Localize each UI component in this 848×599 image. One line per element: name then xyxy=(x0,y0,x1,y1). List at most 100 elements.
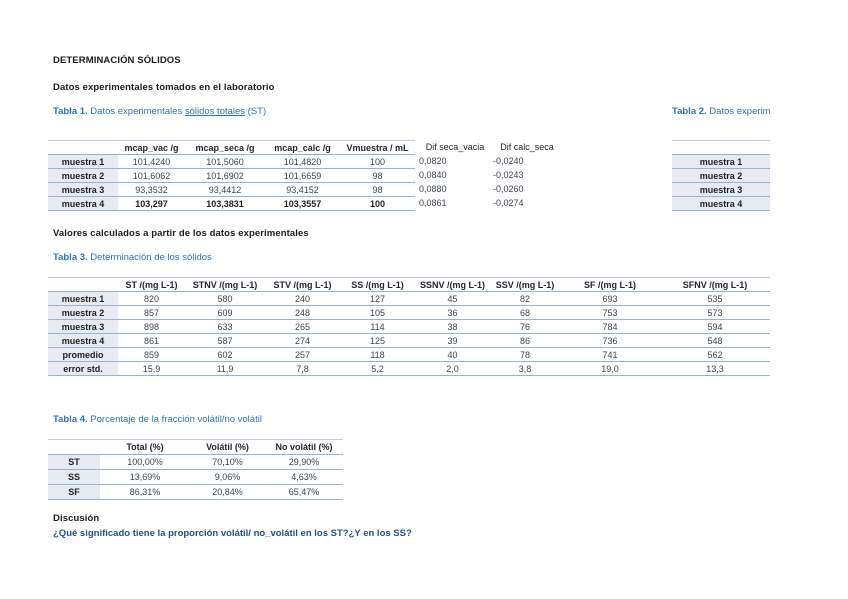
value-cell: 0,0840 xyxy=(419,170,447,180)
value-cell: 820 xyxy=(118,291,185,306)
table1-caption-suffix: (ST) xyxy=(245,106,267,117)
header-row: Dif seca_vacia Dif calc_seca xyxy=(418,140,562,154)
value-cell: 573 xyxy=(660,305,770,320)
table-row: muestra 3 93,3532 93,4412 93,4152 98 xyxy=(48,182,415,197)
table1-caption: Tabla 1. Datos experimentales sólidos to… xyxy=(53,106,266,117)
row-label-cell: muestra 3 xyxy=(672,182,770,197)
table-row: muestra 1 xyxy=(672,154,770,169)
row-label-cell: muestra 1 xyxy=(48,291,118,306)
table-row: muestra 2 857 609 248 105 36 68 753 573 xyxy=(48,305,770,320)
value-cell: 93,4412 xyxy=(185,182,265,197)
value-cell: 36 xyxy=(415,305,490,320)
row-label-cell: muestra 1 xyxy=(48,154,118,169)
column-header: SFNV /(mg L-1) xyxy=(660,277,770,292)
table3-caption: Tabla 3. Determinación de los sólidos xyxy=(53,252,212,263)
corner-cell xyxy=(48,439,100,455)
value-cell: 101,4820 xyxy=(265,154,340,169)
table-row: SS 13,69% 9,06% 4,63% xyxy=(48,469,343,485)
value-cell: 127 xyxy=(340,291,415,306)
value-cell: 98 xyxy=(340,182,415,197)
table1-caption-underlined: sólidos totales xyxy=(184,106,246,117)
row-label-cell: muestra 2 xyxy=(48,168,118,183)
value-cell: 548 xyxy=(660,333,770,348)
corner-cell xyxy=(672,140,770,155)
value-cell: 105 xyxy=(340,305,415,320)
row-label-cell: promedio xyxy=(48,347,118,362)
header-row: mcap_vac /g mcap_seca /g mcap_calc /g Vmues… xyxy=(48,140,415,155)
value-cell: 3,8 xyxy=(490,361,560,376)
value-cell: 257 xyxy=(265,347,340,362)
table-row: promedio 859 602 257 118 40 78 741 562 xyxy=(48,347,770,362)
table2-caption-text: Datos experim xyxy=(706,106,771,117)
value-cell: 101,6659 xyxy=(265,168,340,183)
value-cell: 39 xyxy=(415,333,490,348)
value-cell: 609 xyxy=(185,305,265,320)
value-cell: 78 xyxy=(490,347,560,362)
value-cell: 562 xyxy=(660,347,770,362)
value-cell: 86,31% xyxy=(100,484,190,500)
discussion-question: ¿Qué significado tiene la proporción vol… xyxy=(53,528,412,539)
value-cell: 753 xyxy=(560,305,660,320)
column-header: STV /(mg L-1) xyxy=(265,277,340,292)
row-label-cell: muestra 4 xyxy=(672,196,770,211)
value-cell: 93,4152 xyxy=(265,182,340,197)
row-label-cell: ST xyxy=(48,454,100,470)
value-cell: 82 xyxy=(490,291,560,306)
table-row: 0,0840 -0,0243 xyxy=(418,168,562,182)
value-cell: -0,0260 xyxy=(493,184,524,194)
value-cell: 857 xyxy=(118,305,185,320)
column-header: SF /(mg L-1) xyxy=(560,277,660,292)
doc-title: DETERMINACIÓN SÓLIDOS xyxy=(53,55,181,66)
value-cell: 11,9 xyxy=(185,361,265,376)
table-row: 0,0820 -0,0240 xyxy=(418,154,562,168)
value-cell: 5,2 xyxy=(340,361,415,376)
value-cell: 101,6062 xyxy=(118,168,185,183)
value-cell: 898 xyxy=(118,319,185,334)
value-cell: 86 xyxy=(490,333,560,348)
table-row: ST 100,00% 70,10% 29,90% xyxy=(48,454,343,470)
table-row: muestra 3 898 633 265 114 38 76 784 594 xyxy=(48,319,770,334)
header-row: Total (%) Volátil (%) No volátil (%) xyxy=(48,439,343,455)
column-header: mcap_vac /g xyxy=(118,140,185,155)
value-cell: 100 xyxy=(340,154,415,169)
table-row: SF 86,31% 20,84% 65,47% xyxy=(48,484,343,500)
row-label-cell: SF xyxy=(48,484,100,500)
table4-porcentajes: Total (%) Volátil (%) No volátil (%) ST 100,… xyxy=(48,439,343,500)
value-cell: 13,69% xyxy=(100,469,190,485)
value-cell: 7,8 xyxy=(265,361,340,376)
value-cell: 9,06% xyxy=(190,469,265,485)
value-cell: 274 xyxy=(265,333,340,348)
table2-caption-label: Tabla 2. xyxy=(672,106,707,117)
value-cell: 38 xyxy=(415,319,490,334)
table-row: muestra 4 103,297 103,3831 103,3557 100 xyxy=(48,196,415,211)
row-label-cell: muestra 4 xyxy=(48,333,118,348)
value-cell: 103,3831 xyxy=(185,196,265,211)
table2-caption: Tabla 2. Datos experim xyxy=(672,106,771,117)
value-cell: 118 xyxy=(340,347,415,362)
column-header: SS /(mg L-1) xyxy=(340,277,415,292)
table1-solidos-totales: mcap_vac /g mcap_seca /g mcap_calc /g Vmues… xyxy=(48,140,415,211)
value-cell: 101,6902 xyxy=(185,168,265,183)
value-cell: 240 xyxy=(265,291,340,306)
table1-caption-prefix: Datos experimentales xyxy=(87,106,185,117)
value-cell: 0,0880 xyxy=(419,184,447,194)
value-cell: 2,0 xyxy=(415,361,490,376)
value-cell: -0,0240 xyxy=(493,156,524,166)
table-row: muestra 4 861 587 274 125 39 86 736 548 xyxy=(48,333,770,348)
row-label-cell: muestra 2 xyxy=(48,305,118,320)
table3-determinacion-solidos: ST /(mg L-1) STNV /(mg L-1) STV /(mg L-1) S… xyxy=(48,277,770,376)
header-row: ST /(mg L-1) STNV /(mg L-1) STV /(mg L-1) S… xyxy=(48,277,770,292)
table-row: 0,0861 -0,0274 xyxy=(418,196,562,210)
corner-cell xyxy=(48,140,118,155)
value-cell: 100,00% xyxy=(100,454,190,470)
table1-dif-columns: Dif seca_vacia Dif calc_seca 0,0820 -0,0240… xyxy=(418,140,562,210)
column-header: Volátil (%) xyxy=(190,439,265,455)
row-label-cell: SS xyxy=(48,469,100,485)
table4-caption-label: Tabla 4. xyxy=(53,414,88,425)
value-cell: 0,0861 xyxy=(419,198,447,208)
value-cell: 65,47% xyxy=(265,484,343,500)
column-header: No volátil (%) xyxy=(265,439,343,455)
row-label-cell: error std. xyxy=(48,361,118,376)
column-header: SSV /(mg L-1) xyxy=(490,277,560,292)
